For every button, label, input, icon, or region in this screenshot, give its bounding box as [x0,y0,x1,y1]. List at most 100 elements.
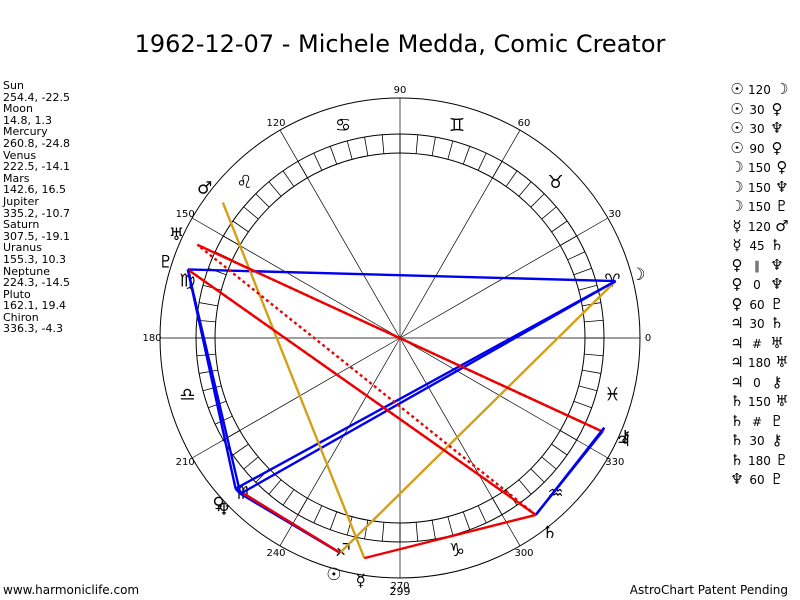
planet-glyph-pluto: ♇ [158,252,173,272]
aspect-angle: 60 [749,297,765,312]
planet-name-jupiter: Jupiter [3,194,39,208]
aspect-row: ♄ 30 ⚷ [728,431,791,451]
venus-icon: ♀ [776,158,788,176]
jupiter-icon: ♃ [730,372,744,391]
aspect-row: ♃ # ♅ [728,334,791,354]
degree-tick [364,520,369,539]
degree-tick [567,251,586,261]
jupiter-icon: ♃ [730,314,744,332]
sign-glyph-gemini: ♊ [449,115,465,136]
aspect-line-sun-venus [234,487,341,554]
planet-coords-sun: 254.4, -22.5 [3,90,70,104]
degree-tick [578,385,598,392]
degree-tick [346,516,353,536]
aspect-angle: 0 [753,375,761,390]
degree-label: 180 [142,333,161,344]
planet-name-uranus: Uranus [3,241,42,255]
chart-title: 1962-12-07 - Michele Medda, Comic Creato… [134,30,666,58]
planet-coords-mars: 142.6, 16.5 [3,183,66,197]
degree-tick [477,152,487,171]
aspect-row: ☉ 30 ♀ [728,100,791,120]
sign-spoke [279,337,401,547]
planet-name-mercury: Mercury [3,125,48,139]
jupiter-icon: ♃ [730,353,744,371]
chiron-icon: ⚷ [771,431,783,449]
sign-glyph-cancer: ♋ [335,115,351,136]
pluto-icon: ♇ [770,470,784,488]
degree-tick [255,193,270,208]
planet-glyph-uranus: ♅ [169,225,184,245]
planet-glyph-mercury: ☿ [355,571,365,591]
aspect-line-moon-neptune [239,279,617,495]
uranus-icon: ♅ [770,333,784,352]
degree-tick [268,181,282,197]
aspect-list: ☉ 120 ☽ ☉ 30 ♀ ☉ 30 ♆ ☉ 90 ♀ ☽ 150 ♀ ☽ 150 ♆ ☽ 150 ♇ ☿ 120 ♂ ☿ 45… [728,80,791,490]
aspect-line-saturn-chiron [534,426,606,516]
aspect-angle: 30 [749,122,765,136]
moon-icon: ☽ [730,158,744,176]
aspect-row: ♀ ∥ ♆ [728,256,791,276]
degree-label: 330 [605,457,624,468]
moon-icon: ☽ [775,80,789,98]
ascendant-label: 299 [390,585,411,598]
aspect-row: ☿ 120 ♂ [728,217,791,237]
aspect-row: ♃ 0 ⚷ [728,373,791,393]
aspect-angle: 30 [749,434,765,448]
planet-name-venus: Venus [3,148,37,162]
aspect-angle: # [751,336,763,351]
degree-tick [551,220,568,233]
degree-tick [381,522,385,542]
saturn-icon: ♄ [730,411,744,430]
degree-tick [202,385,222,392]
degree-tick [584,353,604,357]
degree-tick [364,137,369,156]
degree-tick [541,456,557,470]
aspect-line-moon-pluto [187,268,616,283]
degree-tick [282,170,295,187]
aspect-row: ♄ # ♇ [728,412,791,432]
degree-tick [199,302,218,307]
planet-coords-pluto: 162.1, 19.4 [3,299,66,313]
aspect-row: ☽ 150 ♇ [728,197,791,217]
aspect-line-saturn-uranus [196,243,537,516]
pluto-icon: ♇ [770,411,784,430]
degree-tick [505,170,518,187]
sign-glyph-leo: ♌ [236,172,252,193]
degree-tick [415,522,419,542]
planet-coords-mercury: 260.8, -24.8 [3,136,70,150]
degree-tick [313,152,323,171]
aspect-angle: 150 [748,200,771,214]
planet-coords-jupiter: 335.2, -10.7 [3,206,70,220]
pluto-icon: ♇ [770,294,784,313]
aspect-angle: 90 [749,141,765,156]
degree-tick [232,443,249,456]
degree-tick [584,319,604,323]
aspect-angle: 120 [748,219,771,234]
sign-spoke [399,337,609,459]
degree-tick [462,511,471,530]
degree-tick [578,284,598,291]
mercury-icon: ☿ [732,236,742,254]
aspect-line-neptune-pluto [186,269,242,495]
aspect-row: ☉ 120 ☽ [728,80,791,100]
neptune-icon: ♆ [775,177,789,196]
chiron-icon: ⚷ [771,372,783,391]
aspect-row: ♄ 180 ♇ [728,451,791,471]
planet-glyph-saturn: ♄ [542,523,557,543]
degree-tick [551,443,568,456]
neptune-icon: ♆ [770,275,784,293]
degree-label: 270 [390,581,409,592]
planet-coords-moon: 14.8, 1.3 [3,113,52,127]
degree-tick [415,134,419,154]
degree-tick [462,146,471,165]
venus-icon: ♀ [731,275,743,293]
planet-name-mars: Mars [3,171,30,185]
sign-spoke [279,129,401,339]
degree-label: 90 [394,85,407,96]
uranus-icon: ♅ [775,353,789,371]
planet-coords-venus: 222.5, -14.1 [3,160,70,174]
degree-tick [243,206,259,220]
planet-name-sun: Sun [3,79,24,92]
saturn-icon: ♄ [730,392,744,410]
